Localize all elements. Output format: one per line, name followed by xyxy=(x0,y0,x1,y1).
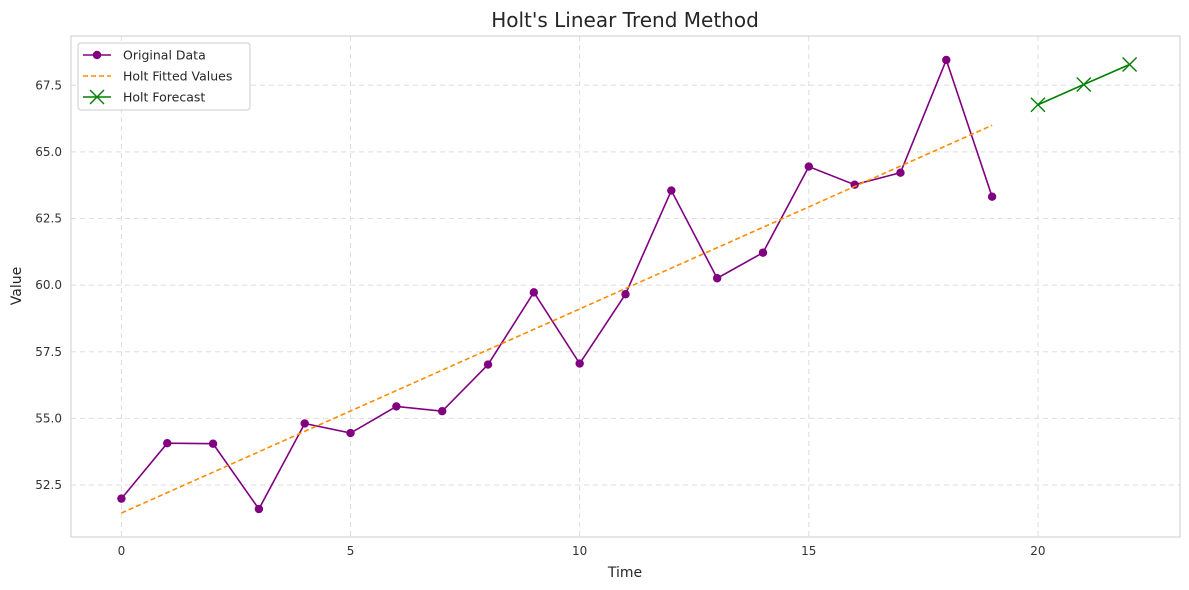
x-tick-label: 0 xyxy=(118,544,126,558)
legend-label-original: Original Data xyxy=(123,48,206,63)
original-data-point xyxy=(804,162,814,171)
holt-forecast-point xyxy=(1122,57,1138,73)
x-axis-label: Time xyxy=(607,565,642,581)
x-tick-labels: 0 5 10 15 20 xyxy=(118,544,1046,558)
holt-forecast-point xyxy=(1030,97,1046,113)
original-data-point xyxy=(483,360,493,369)
series-layer xyxy=(117,55,1138,514)
legend-marker-forecast xyxy=(89,89,105,105)
original-data-point xyxy=(392,402,401,411)
original-data-series xyxy=(117,55,997,514)
original-data-point xyxy=(987,192,997,201)
y-tick-label: 65.0 xyxy=(35,145,62,159)
original-data-point xyxy=(712,274,722,283)
x-tick-label: 5 xyxy=(347,544,355,558)
x-tick-label: 15 xyxy=(801,544,816,558)
holt-forecast-series xyxy=(1030,57,1138,113)
y-tick-label: 55.0 xyxy=(35,411,62,425)
original-data-point xyxy=(163,438,172,448)
original-data-point xyxy=(621,290,630,299)
chart-title: Holt's Linear Trend Method xyxy=(491,8,759,32)
holt-fitted-values-line xyxy=(121,124,993,514)
y-tick-label: 52.5 xyxy=(35,478,62,492)
x-tick-label: 20 xyxy=(1030,544,1045,558)
y-axis-label: Value xyxy=(9,267,25,305)
holt-fitted-values-series xyxy=(121,124,993,514)
original-data-point xyxy=(254,504,264,514)
original-data-point xyxy=(437,407,447,416)
original-data-point xyxy=(208,439,218,448)
plot-frame xyxy=(70,35,1181,538)
legend-label-fitted: Holt Fitted Values xyxy=(123,69,232,84)
y-tick-labels: 52.5 55.0 57.5 60.0 62.5 65.0 67.5 xyxy=(35,78,62,492)
original-data-point xyxy=(942,55,951,65)
original-data-point xyxy=(667,186,676,195)
original-data-point xyxy=(117,494,126,503)
original-data-point xyxy=(346,428,355,438)
original-data-line xyxy=(120,57,993,511)
y-tick-label: 62.5 xyxy=(35,212,62,226)
original-data-point xyxy=(575,359,584,368)
original-data-point xyxy=(300,419,309,428)
grid-lines xyxy=(71,36,1180,537)
original-data-point xyxy=(529,288,539,297)
legend: Original Data Holt Fitted Values Holt Fo… xyxy=(77,42,251,111)
legend-label-forecast: Holt Forecast xyxy=(123,90,205,105)
original-data-point xyxy=(758,248,768,257)
plot-background xyxy=(71,36,1180,537)
original-data-point xyxy=(896,168,905,177)
legend-box xyxy=(77,42,251,111)
y-tick-label: 60.0 xyxy=(35,278,62,292)
legend-marker-original xyxy=(92,50,102,60)
original-data-point xyxy=(850,180,859,189)
y-tick-label: 67.5 xyxy=(35,78,62,92)
holt-forecast-point xyxy=(1076,77,1092,92)
y-tick-label: 57.5 xyxy=(35,345,62,359)
x-tick-label: 10 xyxy=(572,544,587,558)
